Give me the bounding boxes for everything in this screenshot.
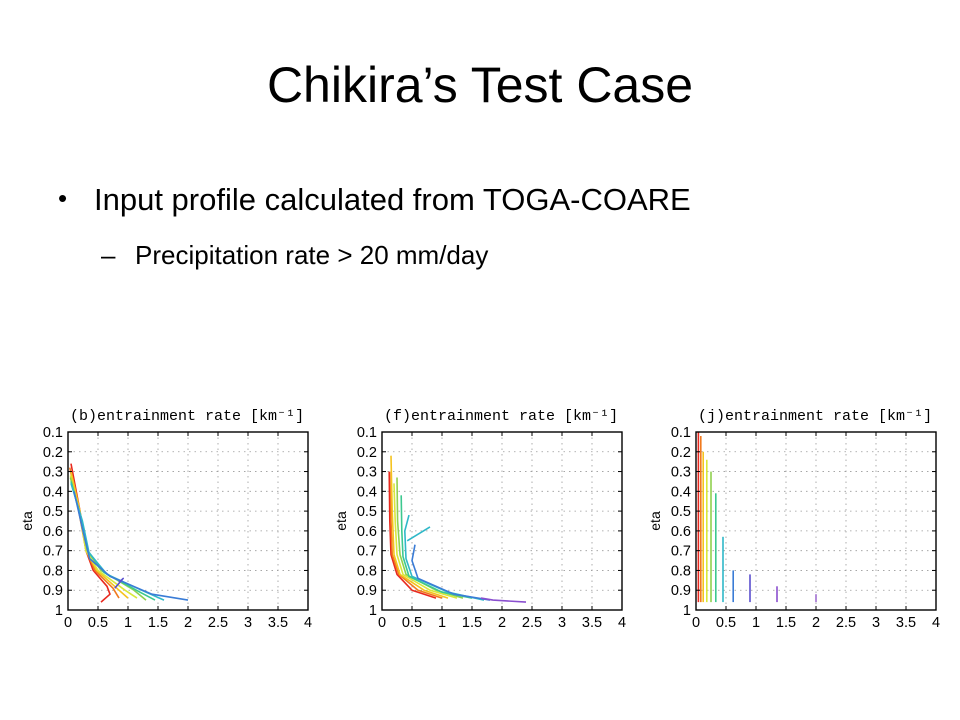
y-tick-label: 0.8 bbox=[357, 563, 377, 579]
x-tick-label: 3.5 bbox=[896, 615, 916, 631]
y-tick-label: 0.9 bbox=[671, 583, 691, 599]
y-tick-label: 0.2 bbox=[671, 445, 691, 461]
x-tick-label: 2.5 bbox=[836, 615, 856, 631]
y-tick-label: 0.4 bbox=[357, 484, 377, 500]
y-tick-label: 0.9 bbox=[43, 583, 63, 599]
x-tick-label: 2 bbox=[498, 615, 506, 631]
y-tick-label: 0.8 bbox=[43, 563, 63, 579]
x-tick-label: 0 bbox=[692, 615, 700, 631]
x-tick-label: 0 bbox=[378, 615, 386, 631]
y-tick-label: 0.2 bbox=[357, 445, 377, 461]
series-line bbox=[69, 467, 120, 599]
series-line bbox=[114, 577, 124, 589]
x-tick-label: 3 bbox=[872, 615, 880, 631]
chart-svg: 0 0.5 1 1.5 2 2.5 3 3.5 4 0.1 0.2 0.3 0.4 0.5 0.6 0.7 0.… bbox=[648, 408, 940, 631]
bullet-marker: • bbox=[58, 183, 68, 213]
y-tick-label: 0.1 bbox=[357, 425, 377, 441]
x-tick-label: 4 bbox=[304, 615, 312, 631]
y-tick-label: 0.6 bbox=[671, 524, 691, 540]
slide-title: Chikira’s Test Case bbox=[266, 57, 694, 113]
series-line bbox=[73, 491, 189, 601]
x-tick-label: 1.5 bbox=[462, 615, 482, 631]
y-axis-label: eta bbox=[20, 511, 35, 531]
y-tick-label: 0.6 bbox=[357, 524, 377, 540]
y-tick-label: 1 bbox=[369, 603, 377, 619]
x-tick-label: 2.5 bbox=[208, 615, 228, 631]
x-tick-label: 3.5 bbox=[582, 615, 602, 631]
x-tick-label: 4 bbox=[932, 615, 940, 631]
y-axis-label: eta bbox=[648, 511, 663, 531]
series-line bbox=[390, 455, 449, 599]
y-tick-label: 0.7 bbox=[671, 544, 691, 560]
y-tick-label: 0.1 bbox=[43, 425, 63, 441]
y-axis-label: eta bbox=[334, 511, 349, 531]
x-tick-label: 3.5 bbox=[268, 615, 288, 631]
x-tick-label: 2 bbox=[184, 615, 192, 631]
series-line bbox=[480, 597, 527, 603]
series-line bbox=[70, 463, 111, 603]
bullet-text: Input profile calculated from TOGA-COARE bbox=[94, 182, 691, 217]
bullet-item: • Input profile calculated from TOGA-COAR… bbox=[58, 181, 691, 218]
chart-title: (b)entrainment rate [km⁻¹] bbox=[70, 408, 304, 425]
chart-panel-j: 0 0.5 1 1.5 2 2.5 3 3.5 4 0.1 0.2 0.3 0.4 0.5 0.6 0.7 0.… bbox=[648, 398, 948, 638]
x-tick-label: 0 bbox=[64, 615, 72, 631]
x-tick-label: 0.5 bbox=[716, 615, 736, 631]
y-tick-label: 0.7 bbox=[357, 544, 377, 560]
x-tick-label: 0.5 bbox=[88, 615, 108, 631]
y-tick-label: 0.3 bbox=[43, 465, 63, 481]
series-line bbox=[70, 471, 129, 599]
sub-bullet-text: Precipitation rate > 20 mm/day bbox=[135, 240, 489, 270]
series-line bbox=[393, 483, 458, 599]
x-tick-label: 3 bbox=[558, 615, 566, 631]
y-tick-label: 0.3 bbox=[357, 465, 377, 481]
y-tick-label: 0.4 bbox=[43, 484, 63, 500]
y-tick-label: 0.3 bbox=[671, 465, 691, 481]
y-tick-label: 0.5 bbox=[357, 504, 377, 520]
series-line bbox=[411, 544, 491, 601]
y-tick-label: 0.9 bbox=[357, 583, 377, 599]
series-line bbox=[388, 471, 437, 599]
y-tick-label: 0.4 bbox=[671, 484, 691, 500]
x-tick-label: 2 bbox=[812, 615, 820, 631]
y-tick-label: 0.7 bbox=[43, 544, 63, 560]
chart-svg: 0 0.5 1 1.5 2 2.5 3 3.5 4 0.1 0.2 0.3 0.4 0.5 0.6 0.7 0.… bbox=[20, 408, 312, 631]
y-tick-label: 0.6 bbox=[43, 524, 63, 540]
y-tick-label: 0.8 bbox=[671, 563, 691, 579]
series-line bbox=[400, 495, 473, 599]
x-tick-label: 3 bbox=[244, 615, 252, 631]
series-line bbox=[390, 471, 443, 599]
y-tick-label: 0.1 bbox=[671, 425, 691, 441]
x-tick-label: 1 bbox=[124, 615, 132, 631]
chart-panel-b: 0 0.5 1 1.5 2 2.5 3 3.5 4 0.1 0.2 0.3 0.4 0.5 0.6 0.7 0.… bbox=[20, 398, 320, 638]
sub-bullet-marker: – bbox=[101, 240, 116, 270]
y-tick-label: 1 bbox=[683, 603, 691, 619]
y-tick-label: 0.5 bbox=[43, 504, 63, 520]
chart-svg: 0 0.5 1 1.5 2 2.5 3 3.5 4 0.1 0.2 0.3 0.4 0.5 0.6 0.7 0.… bbox=[334, 408, 626, 631]
series-line bbox=[396, 477, 464, 599]
x-tick-label: 1.5 bbox=[776, 615, 796, 631]
y-tick-label: 1 bbox=[55, 603, 63, 619]
series-line bbox=[406, 526, 431, 542]
x-tick-label: 0.5 bbox=[402, 615, 422, 631]
series-line bbox=[69, 477, 147, 601]
x-tick-label: 4 bbox=[618, 615, 626, 631]
x-tick-label: 1.5 bbox=[148, 615, 168, 631]
x-tick-label: 1 bbox=[752, 615, 760, 631]
x-tick-label: 2.5 bbox=[522, 615, 542, 631]
x-tick-label: 1 bbox=[438, 615, 446, 631]
y-tick-label: 0.2 bbox=[43, 445, 63, 461]
y-tick-label: 0.5 bbox=[671, 504, 691, 520]
sub-bullet-item: – Precipitation rate > 20 mm/day bbox=[101, 240, 488, 271]
chart-panel-f: 0 0.5 1 1.5 2 2.5 3 3.5 4 0.1 0.2 0.3 0.4 0.5 0.6 0.7 0.… bbox=[334, 398, 634, 638]
chart-title: (j)entrainment rate [km⁻¹] bbox=[698, 408, 932, 425]
chart-title: (f)entrainment rate [km⁻¹] bbox=[384, 408, 618, 425]
